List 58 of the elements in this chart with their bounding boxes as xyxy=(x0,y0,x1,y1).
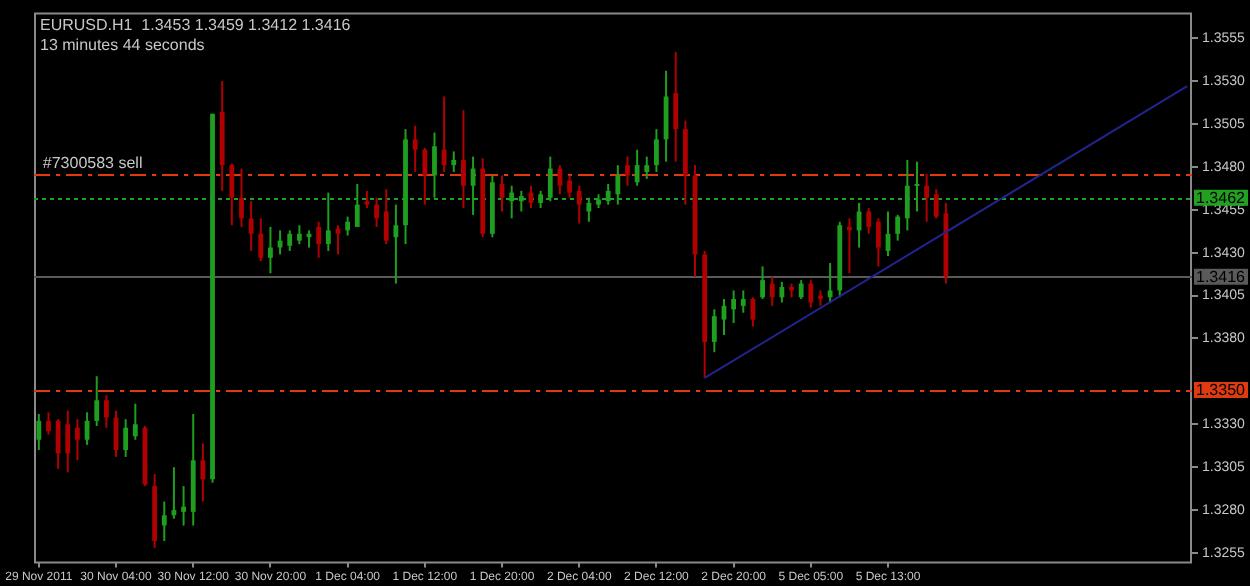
candlestick xyxy=(383,188,389,246)
candlestick xyxy=(654,128,659,174)
candlestick xyxy=(711,308,717,354)
candlestick xyxy=(412,124,418,174)
candlestick xyxy=(924,172,930,223)
candlestick xyxy=(287,229,293,252)
candlestick xyxy=(161,500,167,543)
candlestick xyxy=(451,150,457,174)
candlestick xyxy=(316,220,322,259)
candlestick xyxy=(75,418,80,462)
chart-title: EURUSD.H1 1.3453 1.3459 1.3412 1.3416 xyxy=(40,16,352,35)
candlestick xyxy=(847,217,852,275)
annotation: #7300583 sell xyxy=(42,153,143,172)
candlestick xyxy=(808,279,814,309)
candlestick xyxy=(103,394,109,429)
candlestick xyxy=(779,280,785,304)
candlestick xyxy=(760,265,765,301)
candlestick xyxy=(248,200,254,252)
candlestick xyxy=(46,411,51,436)
candlestick xyxy=(644,155,650,180)
candlestick xyxy=(567,174,572,199)
candlestick xyxy=(239,167,244,228)
candlestick xyxy=(634,148,640,187)
candlestick xyxy=(94,375,100,428)
candlestick xyxy=(123,418,129,458)
candlestick xyxy=(268,225,273,275)
candlestick xyxy=(731,289,737,325)
candlestick xyxy=(682,119,688,206)
ref-line-label: 1.3462 xyxy=(1196,189,1247,208)
candlestick xyxy=(625,155,630,187)
candlestick xyxy=(345,215,351,237)
candlestick xyxy=(740,289,746,314)
candlestick xyxy=(181,485,186,527)
candlestick xyxy=(393,203,399,285)
candlestick xyxy=(827,261,833,304)
text: 13 minutes 44 seconds xyxy=(40,36,205,55)
candlestick xyxy=(422,146,428,206)
candlestick xyxy=(441,95,447,174)
candlestick xyxy=(798,279,804,301)
ref-line-label: 1.3416 xyxy=(1196,268,1247,287)
ref-line-label: 1.3350 xyxy=(1196,381,1247,400)
candlestick xyxy=(895,213,901,242)
candlestick xyxy=(258,217,264,263)
candlestick xyxy=(229,162,235,227)
candlestick xyxy=(933,188,939,220)
candlestick xyxy=(200,442,206,503)
candlestick xyxy=(673,50,679,163)
candlestick xyxy=(374,196,379,228)
candlestick xyxy=(132,402,138,441)
candlestick xyxy=(769,275,775,307)
candlestick xyxy=(875,217,881,268)
candlestick xyxy=(866,207,872,235)
candlestick xyxy=(36,413,42,452)
candlestick xyxy=(55,418,61,470)
candlestick xyxy=(296,224,302,246)
candlestick xyxy=(461,109,466,210)
candlestick xyxy=(576,184,582,225)
candlestick xyxy=(65,409,71,474)
